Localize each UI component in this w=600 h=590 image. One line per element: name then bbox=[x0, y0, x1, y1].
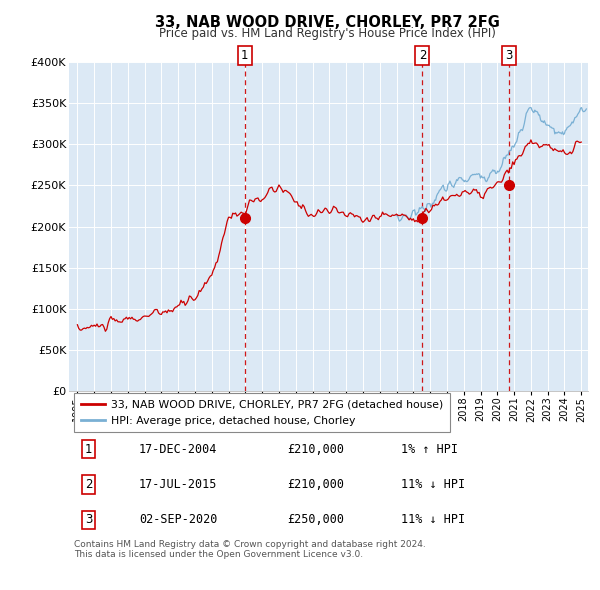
Text: £210,000: £210,000 bbox=[287, 478, 344, 491]
Text: 17-JUL-2015: 17-JUL-2015 bbox=[139, 478, 217, 491]
Text: 11% ↓ HPI: 11% ↓ HPI bbox=[401, 478, 465, 491]
Text: 33, NAB WOOD DRIVE, CHORLEY, PR7 2FG: 33, NAB WOOD DRIVE, CHORLEY, PR7 2FG bbox=[155, 15, 499, 30]
Text: £210,000: £210,000 bbox=[287, 442, 344, 455]
Text: £250,000: £250,000 bbox=[287, 513, 344, 526]
Text: Contains HM Land Registry data © Crown copyright and database right 2024.
This d: Contains HM Land Registry data © Crown c… bbox=[74, 540, 426, 559]
Text: 1: 1 bbox=[85, 442, 92, 455]
Text: 2: 2 bbox=[419, 49, 426, 62]
Legend: 33, NAB WOOD DRIVE, CHORLEY, PR7 2FG (detached house), HPI: Average price, detac: 33, NAB WOOD DRIVE, CHORLEY, PR7 2FG (de… bbox=[74, 393, 450, 432]
Text: 2: 2 bbox=[85, 478, 92, 491]
Text: 3: 3 bbox=[85, 513, 92, 526]
Text: 17-DEC-2004: 17-DEC-2004 bbox=[139, 442, 217, 455]
Text: Price paid vs. HM Land Registry's House Price Index (HPI): Price paid vs. HM Land Registry's House … bbox=[158, 27, 496, 40]
Text: 02-SEP-2020: 02-SEP-2020 bbox=[139, 513, 217, 526]
Text: 11% ↓ HPI: 11% ↓ HPI bbox=[401, 513, 465, 526]
Text: 1% ↑ HPI: 1% ↑ HPI bbox=[401, 442, 458, 455]
Text: 3: 3 bbox=[505, 49, 512, 62]
Text: 1: 1 bbox=[241, 49, 248, 62]
